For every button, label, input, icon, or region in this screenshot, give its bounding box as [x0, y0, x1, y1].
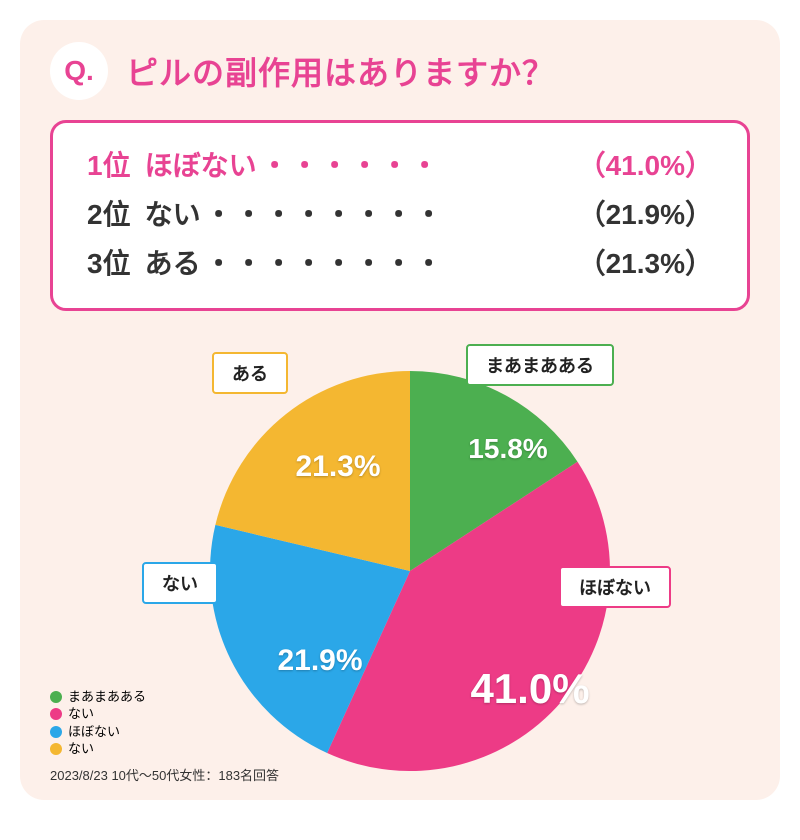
rank-label: ほぼない — [145, 141, 257, 190]
legend-dot-icon — [50, 743, 62, 755]
legend-item: ほぼない — [50, 723, 146, 741]
rank-label: ある — [145, 239, 201, 288]
rank-row-3: 3位 ある ・・・・・・・・ （21.3%） — [87, 239, 713, 288]
rank-pos: 3位 — [87, 239, 131, 288]
rank-pct: （21.3%） — [578, 239, 713, 288]
rank-pct: （21.9%） — [578, 190, 713, 239]
rank-dots: ・・・・・・・・ — [201, 239, 578, 288]
rank-row-1: 1位 ほぼない ・・・・・・ （41.0%） — [87, 141, 713, 190]
legend-item: まあまあある — [50, 688, 146, 706]
legend-label: まあまあある — [68, 688, 146, 706]
slice-label: ない — [142, 562, 218, 604]
legend-dot-icon — [50, 691, 62, 703]
pie-chart-wrap: 15.8% まあまあある 41.0% ほぼない 21.9% ない 21.3% ある — [50, 331, 750, 771]
rank-pos: 1位 — [87, 141, 131, 190]
slice-pct: 21.3% — [295, 450, 380, 484]
rank-pos: 2位 — [87, 190, 131, 239]
legend-dot-icon — [50, 726, 62, 738]
rank-pct: （41.0%） — [578, 141, 713, 190]
slice-pct: 21.9% — [277, 644, 362, 678]
legend: まあまああるないほぼないない — [50, 688, 146, 758]
question-badge: Q. — [50, 42, 108, 100]
rank-dots: ・・・・・・・・ — [201, 190, 578, 239]
legend-dot-icon — [50, 708, 62, 720]
infographic-card: Q. ピルの副作用はありますか？ 1位 ほぼない ・・・・・・ （41.0%） … — [20, 20, 780, 800]
slice-label: ほぼない — [559, 566, 671, 608]
legend-item: ない — [50, 705, 146, 723]
legend-item: ない — [50, 740, 146, 758]
slice-label: まあまあある — [466, 344, 614, 386]
ranking-box: 1位 ほぼない ・・・・・・ （41.0%） 2位 ない ・・・・・・・・ （2… — [50, 120, 750, 311]
question-badge-label: Q. — [64, 55, 94, 87]
legend-label: ない — [68, 740, 94, 758]
legend-label: ほぼない — [68, 723, 120, 741]
slice-pct: 15.8% — [468, 433, 547, 465]
header: Q. ピルの副作用はありますか？ — [50, 42, 750, 100]
slice-label: ある — [212, 352, 288, 394]
legend-label: ない — [68, 705, 94, 723]
slice-pct: 41.0% — [470, 665, 589, 713]
rank-row-2: 2位 ない ・・・・・・・・ （21.9%） — [87, 190, 713, 239]
footer-note: 2023/8/23 10代〜50代女性：183名回答 — [50, 765, 279, 784]
rank-dots: ・・・・・・ — [257, 141, 578, 190]
question-title: ピルの副作用はありますか？ — [126, 48, 555, 94]
rank-label: ない — [145, 190, 201, 239]
